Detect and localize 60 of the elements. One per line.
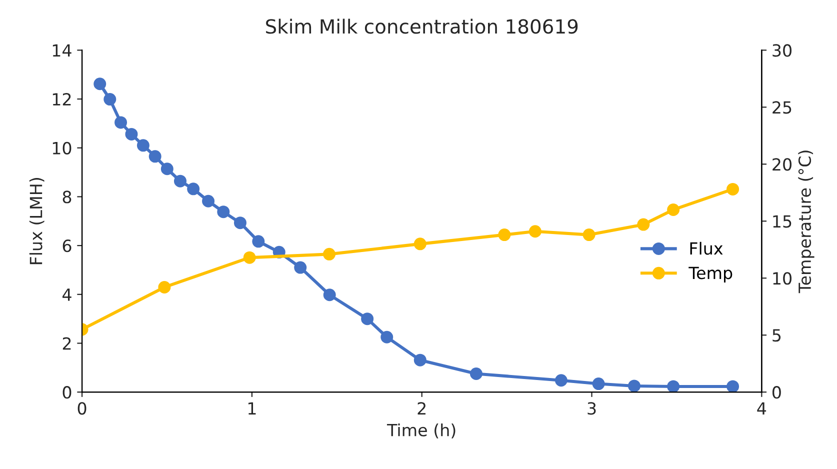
y-tick-label: 0 <box>62 386 72 399</box>
point <box>667 380 680 392</box>
x-tick-label: 0 <box>78 402 86 415</box>
point <box>470 368 482 380</box>
point <box>380 330 394 344</box>
point <box>637 218 650 231</box>
y-tick-label: 2 <box>62 337 71 350</box>
point <box>148 150 162 163</box>
point <box>294 261 307 274</box>
point <box>498 228 511 242</box>
legend-label: Flux <box>690 242 723 255</box>
y2-tick-label: 20 <box>772 158 792 171</box>
point <box>136 139 150 152</box>
y-tick-label: 12 <box>52 92 71 106</box>
chart-title: Skim Milk concentration 180619 <box>266 18 578 34</box>
point <box>323 288 336 302</box>
x-tick-label: 1 <box>248 402 256 414</box>
point <box>322 248 336 260</box>
point <box>174 174 186 188</box>
point <box>726 182 740 196</box>
y2-tick-label: 5 <box>772 329 781 342</box>
point <box>160 162 174 176</box>
point <box>414 238 426 250</box>
point <box>158 280 171 294</box>
x-tick-label: 4 <box>757 402 766 414</box>
x-tick-label: 2 <box>418 402 426 414</box>
point <box>554 374 568 387</box>
y-tick-label: 10 <box>52 142 72 154</box>
point <box>667 203 680 216</box>
point <box>414 354 426 366</box>
y2-axis-title: Temperature (°C) <box>798 150 814 294</box>
point <box>217 206 230 218</box>
y2-tick-label: 15 <box>773 215 792 228</box>
point <box>592 378 605 390</box>
point <box>582 228 596 242</box>
point <box>252 235 265 248</box>
point <box>628 380 640 392</box>
legend-label: Temp <box>688 266 732 282</box>
y-axis-title: Flux (LMH) <box>29 178 44 264</box>
point <box>243 251 256 264</box>
point <box>202 194 215 208</box>
y-tick-label: 6 <box>62 240 72 252</box>
point <box>104 93 116 106</box>
point <box>528 225 542 238</box>
y-tick-label: 4 <box>62 288 72 301</box>
point <box>125 128 138 140</box>
y-tick-label: 8 <box>62 190 72 204</box>
point <box>726 380 740 392</box>
x-tick-label: 3 <box>588 402 596 415</box>
point <box>187 182 200 196</box>
point <box>234 216 246 230</box>
point <box>114 116 128 129</box>
x-axis-title: Time (h) <box>386 423 456 438</box>
y2-tick-label: 30 <box>772 44 792 57</box>
y-tick-label: 14 <box>52 44 72 57</box>
y2-tick-label: 25 <box>772 101 792 114</box>
y2-tick-label: 0 <box>772 386 781 399</box>
y2-tick-label: 10 <box>773 272 792 285</box>
point <box>361 312 374 326</box>
point <box>94 78 106 90</box>
